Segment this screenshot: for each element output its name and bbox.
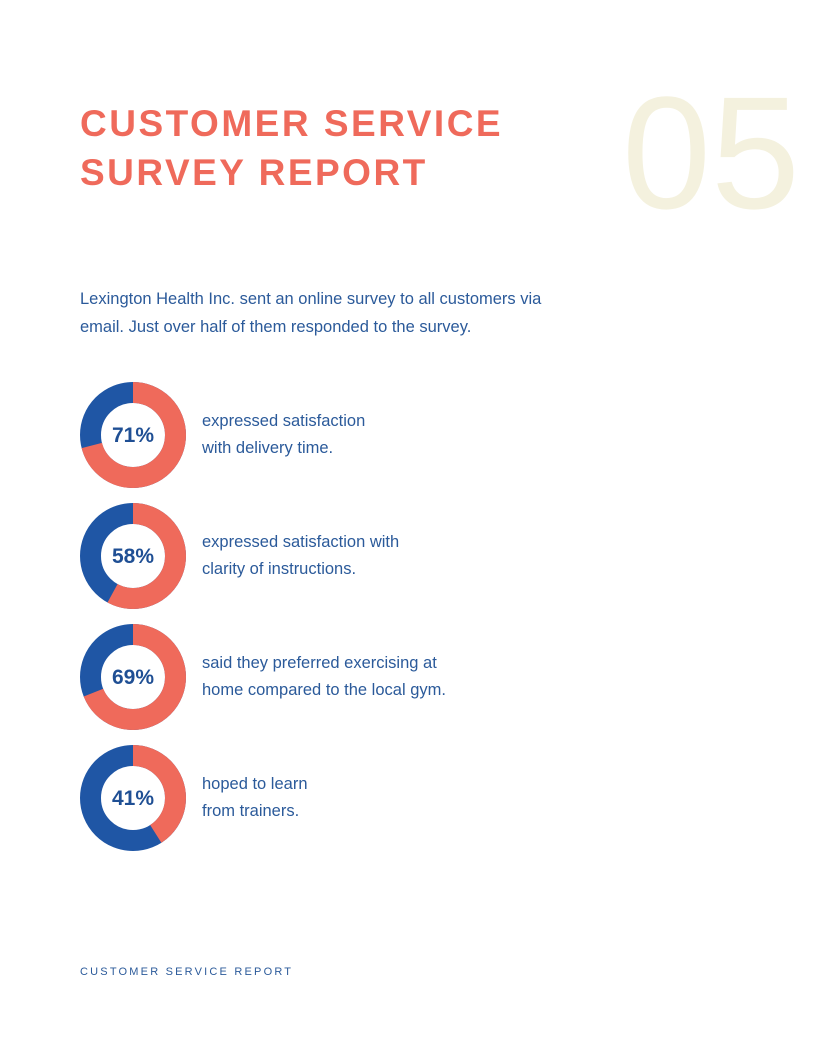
percent-label: 71% [112, 424, 154, 447]
stat-text: expressed satisfaction with [202, 533, 399, 551]
donut-arc [80, 745, 186, 851]
footer: CUSTOMER SERVICE REPORT [80, 966, 293, 978]
donut-arc [80, 503, 186, 609]
stat-text: expressed satisfaction [202, 412, 365, 430]
page-number: 05 [622, 63, 800, 242]
donut-arc [80, 382, 186, 488]
stat-text: from trainers. [202, 802, 299, 820]
intro-line: email. Just over half of them responded … [80, 318, 471, 336]
stat-text: hoped to learn [202, 775, 308, 793]
stat-text: clarity of instructions. [202, 560, 356, 578]
title-line: CUSTOMER SERVICE [80, 103, 503, 144]
percent-label: 41% [112, 787, 154, 810]
percent-label: 69% [112, 666, 154, 689]
stat-text: said they preferred exercising at [202, 654, 437, 672]
stat-text: home compared to the local gym. [202, 681, 446, 699]
title-line: SURVEY REPORT [80, 152, 428, 193]
percent-label: 58% [112, 545, 154, 568]
stat-text: with delivery time. [201, 439, 333, 457]
donut-arc [80, 624, 186, 730]
intro-line: Lexington Health Inc. sent an online sur… [80, 290, 542, 308]
